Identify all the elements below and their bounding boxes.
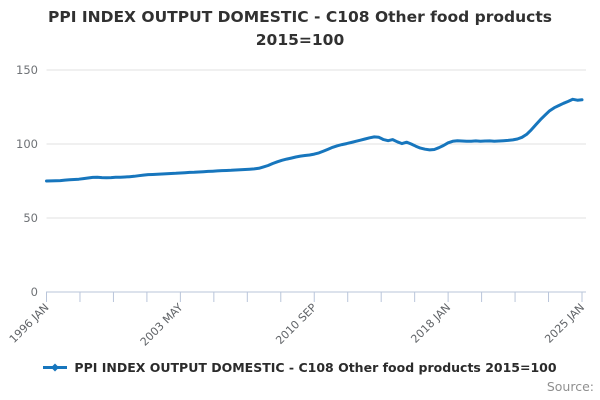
legend-series-label: PPI INDEX OUTPUT DOMESTIC - C108 Other f… [74,360,557,375]
source-label: Source: [546,379,594,394]
x-axis-tick-label: 1996 JAN [7,301,52,346]
y-axis-tick-label: 50 [23,211,38,225]
chart-title-text: PPI INDEX OUTPUT DOMESTIC - C108 Other f… [47,8,552,50]
legend-item[interactable]: PPI INDEX OUTPUT DOMESTIC - C108 Other f… [0,360,600,375]
x-axis-tick-label: 2018 JAN [408,301,453,346]
data-series-line [45,97,584,183]
x-axis-tick-label: 2003 MAY [138,301,186,349]
x-axis-tick-label: 2010 SEP [273,301,319,347]
x-axis-tick-label: 2025 JAN [542,301,587,346]
legend-series-marker-icon [43,363,68,372]
y-axis-tick-label: 100 [16,137,38,151]
y-axis-tick-label: 150 [16,63,38,77]
y-axis-tick-label: 0 [31,285,38,299]
chart-title: PPI INDEX OUTPUT DOMESTIC - C108 Other f… [0,6,600,53]
